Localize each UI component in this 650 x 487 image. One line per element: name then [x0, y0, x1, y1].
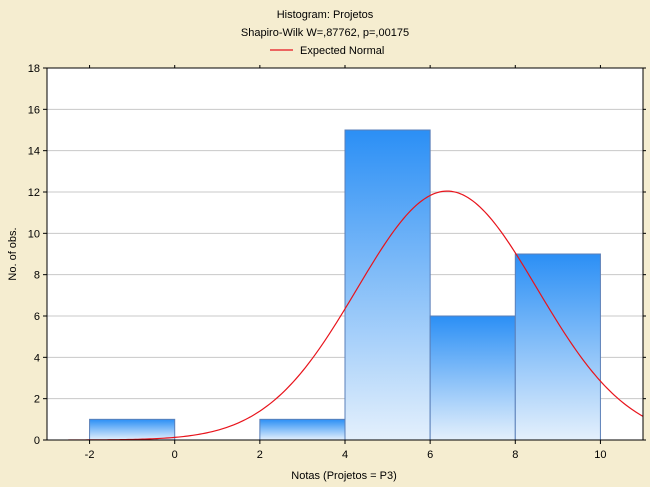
- y-tick-label: 14: [28, 146, 40, 158]
- x-tick-label: 4: [342, 449, 348, 461]
- y-tick-label: 18: [28, 63, 40, 75]
- x-axis: -2 0 2 4 6 8 10: [85, 65, 607, 461]
- legend: Expected Normal: [270, 45, 384, 57]
- x-tick-label: 2: [257, 449, 263, 461]
- chart-subtitle: Shapiro-Wilk W=,87762, p=,00175: [241, 27, 409, 39]
- x-tick-label: 0: [172, 449, 178, 461]
- histogram-bar: [344, 129, 431, 441]
- y-axis: 0 2 4 6 8 10 12 14 16 18: [28, 63, 646, 447]
- histogram-bar: [514, 253, 601, 441]
- chart-title: Histogram: Projetos: [277, 9, 374, 21]
- histogram-bars: [89, 129, 601, 441]
- x-tick-label: 10: [594, 449, 606, 461]
- histogram-bar: [89, 418, 176, 441]
- y-tick-label: 4: [34, 352, 40, 364]
- x-tick-label: -2: [85, 449, 95, 461]
- y-tick-label: 0: [34, 435, 40, 447]
- y-tick-label: 6: [34, 311, 40, 323]
- x-tick-label: 6: [427, 449, 433, 461]
- y-tick-label: 10: [28, 228, 40, 240]
- y-tick-label: 8: [34, 270, 40, 282]
- x-tick-label: 8: [512, 449, 518, 461]
- x-axis-label: Notas (Projetos = P3): [291, 470, 396, 482]
- legend-label-expected-normal: Expected Normal: [300, 45, 384, 57]
- histogram-bar: [259, 418, 346, 441]
- y-tick-label: 2: [34, 394, 40, 406]
- expected-normal-curve: [68, 190, 644, 441]
- y-tick-label: 12: [28, 187, 40, 199]
- y-tick-label: 16: [28, 104, 40, 116]
- histogram-bar: [429, 315, 516, 441]
- y-axis-label: No. of obs.: [7, 227, 19, 280]
